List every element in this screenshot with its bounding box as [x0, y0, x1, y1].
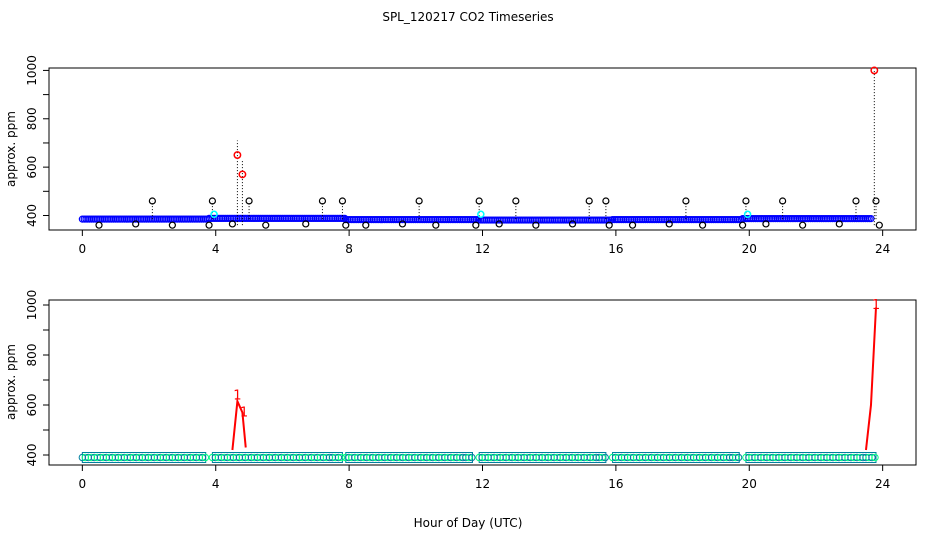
spike-point: [872, 197, 880, 205]
low-point: [875, 221, 883, 229]
spike-polyline: [231, 397, 247, 451]
top-x-tick-label: 8: [345, 242, 353, 256]
bottom-x-tick-label: 4: [212, 477, 220, 491]
low-point: [95, 221, 103, 229]
top-x-tick-label: 16: [608, 242, 623, 256]
low-point: [205, 221, 213, 229]
bottom-x-tick-label: 20: [742, 477, 757, 491]
high-point: [233, 151, 242, 159]
x-axis-title: Hour of Day (UTC): [414, 516, 523, 530]
top-x-tick-label: 24: [875, 242, 890, 256]
low-point: [605, 221, 613, 229]
cyan-point: [743, 210, 752, 219]
band-point: [598, 453, 606, 462]
band-point: [201, 453, 210, 462]
low-point: [628, 221, 637, 229]
low-point: [738, 221, 747, 229]
top-ylabel: approx. ppm: [4, 111, 18, 187]
band-point: [601, 453, 609, 462]
low-point: [262, 221, 270, 229]
spike-label: 1: [233, 389, 241, 404]
band-point: [198, 453, 207, 462]
cyan-point: [210, 210, 218, 219]
band-point: [734, 453, 743, 462]
bottom-y-tick-label: 600: [25, 394, 39, 417]
band-point: [334, 453, 343, 462]
bottom-y-tick-label: 400: [25, 444, 39, 467]
spike-point: [415, 197, 423, 205]
spike-point: [318, 197, 327, 205]
top-x-tick-label: 4: [212, 242, 220, 256]
bottom-x-tick-label: 12: [475, 477, 490, 491]
bottom-x-tick-label: 16: [608, 477, 623, 491]
low-point: [398, 220, 407, 228]
high-point: [870, 66, 879, 75]
top-plot-frame: [48, 67, 917, 231]
low-point: [835, 220, 843, 228]
top-y-tick-label: 600: [25, 156, 39, 179]
bottom-axes: 0 4 8 12 16 20 24 400 600 800 1000: [25, 290, 890, 491]
bottom-x-tick-label: 24: [875, 477, 890, 491]
spike-point: [742, 197, 750, 205]
low-point: [665, 220, 673, 228]
high-point: [238, 170, 247, 179]
top-axes: 0 4 8 12 16 20 24 400 600 800 1000: [25, 55, 890, 256]
low-point: [432, 221, 440, 229]
bottom-x-tick-label: 8: [345, 477, 353, 491]
top-x-tick-label: 12: [475, 242, 490, 256]
low-point: [495, 220, 503, 228]
band-point: [731, 453, 740, 462]
low-point: [532, 221, 540, 229]
low-point: [698, 221, 707, 229]
cyan-point: [477, 210, 485, 219]
band-point: [337, 453, 346, 462]
bottom-marks: 111: [78, 298, 880, 463]
low-point: [362, 221, 370, 229]
bottom-ylabel: approx. ppm: [4, 344, 18, 420]
band-point: [871, 453, 879, 462]
spike-point: [779, 197, 787, 205]
bottom-y-tick-label: 800: [25, 344, 39, 367]
spike-point: [682, 197, 690, 205]
spike-point: [852, 197, 860, 205]
band-point: [465, 453, 473, 462]
low-point: [472, 221, 480, 229]
spike-label: 1: [240, 405, 248, 420]
low-point: [132, 220, 140, 228]
spike-label: 1: [872, 298, 880, 313]
spike-polyline: [864, 307, 877, 451]
low-point: [568, 220, 577, 228]
low-point: [228, 220, 237, 228]
top-y-tick-label: 1000: [25, 55, 39, 86]
top-panel: 0 4 8 12 16 20 24 400 600 800 1000 approx. ppm: [4, 55, 917, 256]
bottom-y-tick-label: 1000: [25, 290, 39, 321]
band-point: [868, 453, 876, 462]
spike-point: [585, 197, 593, 205]
top-x-tick-label: 20: [742, 242, 757, 256]
low-point: [302, 220, 310, 228]
low-point: [762, 220, 770, 228]
spike-point: [475, 197, 483, 205]
spike-point: [245, 197, 253, 205]
top-y-tick-label: 400: [25, 204, 39, 227]
chart-title: SPL_120217 CO2 Timeseries: [382, 10, 553, 24]
low-point: [342, 221, 350, 229]
spike-point: [148, 197, 156, 205]
low-point: [168, 221, 176, 229]
spike-point: [338, 197, 347, 205]
top-marks: [78, 66, 883, 229]
spike-point: [602, 197, 610, 205]
band-point: [468, 453, 476, 462]
low-point: [799, 221, 807, 229]
bottom-x-tick-label: 0: [79, 477, 87, 491]
bottom-plot-frame: [48, 299, 917, 466]
spike-point: [512, 197, 520, 205]
spike-point: [208, 197, 216, 205]
top-x-tick-label: 0: [79, 242, 87, 256]
top-y-tick-label: 800: [25, 107, 39, 130]
